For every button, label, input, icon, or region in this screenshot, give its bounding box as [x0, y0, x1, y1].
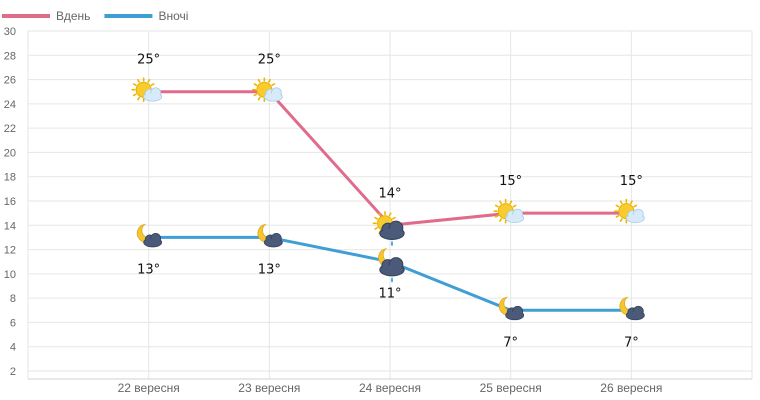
- rain-drop: [391, 276, 393, 283]
- sun-ray: [253, 83, 258, 87]
- cloud-shape: [379, 220, 405, 240]
- sun-ray: [494, 214, 499, 218]
- cloud-fill: [627, 311, 644, 319]
- data-label: 25°: [137, 53, 160, 68]
- cloud-fill: [144, 93, 161, 101]
- cloud-shape: [505, 208, 525, 224]
- x-tick-label: 24 вересня: [359, 381, 421, 395]
- sun-ray: [137, 96, 140, 101]
- sun-ray: [147, 78, 151, 83]
- sun-ray: [391, 216, 396, 220]
- cloud-fill: [144, 238, 161, 247]
- data-label: 11°: [378, 287, 401, 302]
- data-label: 13°: [137, 262, 160, 277]
- data-label: 14°: [378, 186, 401, 201]
- sun-ray: [615, 204, 620, 208]
- y-tick-label: 6: [10, 317, 16, 329]
- cloud-shape: [379, 257, 405, 277]
- data-label: 25°: [258, 53, 281, 68]
- y-tick-label: 10: [4, 269, 16, 281]
- sun-ray: [137, 78, 140, 83]
- data-label: 15°: [499, 174, 522, 189]
- sun-ray: [512, 204, 517, 208]
- sun-ray: [132, 93, 137, 97]
- sun-ray: [374, 226, 379, 230]
- sun-ray: [499, 200, 502, 205]
- sun-cloud-icon: [614, 198, 645, 224]
- sun-ray: [271, 83, 276, 87]
- y-tick-label: 2: [10, 366, 16, 378]
- sun-cloud-icon: [493, 198, 525, 224]
- sun-ray: [615, 214, 620, 218]
- moon-cloud-icon: [136, 223, 163, 248]
- sun-ray: [378, 212, 382, 217]
- cloud-fill: [506, 311, 523, 319]
- cloud-shape: [625, 208, 645, 224]
- data-label: 15°: [620, 174, 643, 189]
- moon-cloud-icon: [619, 296, 645, 321]
- cloud-shape: [143, 233, 163, 248]
- y-tick-label: 28: [4, 50, 16, 62]
- cloud-fill: [381, 228, 403, 239]
- y-tick-label: 12: [4, 245, 16, 257]
- sun-rain-cloud-icon: [372, 210, 405, 247]
- cloud-shape: [505, 305, 525, 321]
- legend-label: Вночі: [158, 9, 188, 23]
- moon-cloud-icon: [257, 223, 283, 248]
- x-tick-label: 22 вересня: [118, 381, 180, 395]
- cloud-fill: [506, 214, 523, 222]
- y-tick-label: 8: [10, 293, 16, 305]
- y-tick-label: 14: [4, 220, 16, 232]
- y-tick-label: 20: [4, 147, 16, 159]
- moon-cloud-icon: [498, 296, 525, 321]
- cloud-fill: [265, 93, 282, 101]
- sun-ray: [499, 218, 502, 222]
- y-tick-label: 24: [4, 99, 16, 111]
- y-tick-label: 22: [4, 123, 16, 135]
- cloud-shape: [263, 233, 283, 248]
- sun-ray: [509, 200, 513, 205]
- sun-ray: [257, 78, 261, 83]
- sun-ray: [619, 218, 623, 222]
- cloud-fill: [627, 214, 644, 222]
- x-tick-label: 23 вересня: [238, 381, 300, 395]
- sun-cloud-icon: [252, 77, 283, 103]
- cloud-shape: [263, 87, 283, 102]
- data-label: 7°: [503, 335, 518, 350]
- sun-ray: [630, 200, 633, 205]
- x-tick-label: 25 вересня: [480, 381, 542, 395]
- x-tick-label: 26 вересня: [600, 381, 662, 395]
- series: 25° 25° 14° 15° 15° 13° 13° 11° 7° 7°: [131, 53, 645, 350]
- sun-ray: [150, 83, 155, 87]
- data-label: 7°: [624, 335, 639, 350]
- sun-ray: [132, 83, 137, 87]
- sun-ray: [619, 200, 623, 205]
- legend[interactable]: Вдень Вночі: [2, 9, 188, 23]
- y-tick-label: 16: [4, 196, 16, 208]
- y-tick-label: 4: [10, 342, 16, 354]
- legend-label: Вдень: [56, 9, 90, 23]
- y-tick-label: 18: [4, 172, 16, 184]
- y-tick-label: 26: [4, 75, 16, 87]
- sun-ray: [633, 204, 638, 208]
- rain-drop: [391, 240, 393, 247]
- grid: [27, 30, 753, 379]
- moon-rain-cloud-icon: [378, 248, 405, 283]
- sun-ray: [374, 216, 379, 220]
- cloud-fill: [265, 238, 282, 247]
- cloud-shape: [625, 305, 645, 321]
- y-tick-label: 30: [4, 26, 16, 38]
- cloud-shape: [143, 87, 163, 102]
- sun-ray: [388, 212, 392, 217]
- sun-ray: [253, 93, 258, 97]
- sun-ray: [494, 204, 499, 208]
- data-label: 13°: [258, 262, 281, 277]
- sun-ray: [268, 78, 271, 83]
- sun-cloud-icon: [131, 77, 163, 103]
- sun-ray: [257, 96, 261, 101]
- cloud-fill: [381, 264, 403, 275]
